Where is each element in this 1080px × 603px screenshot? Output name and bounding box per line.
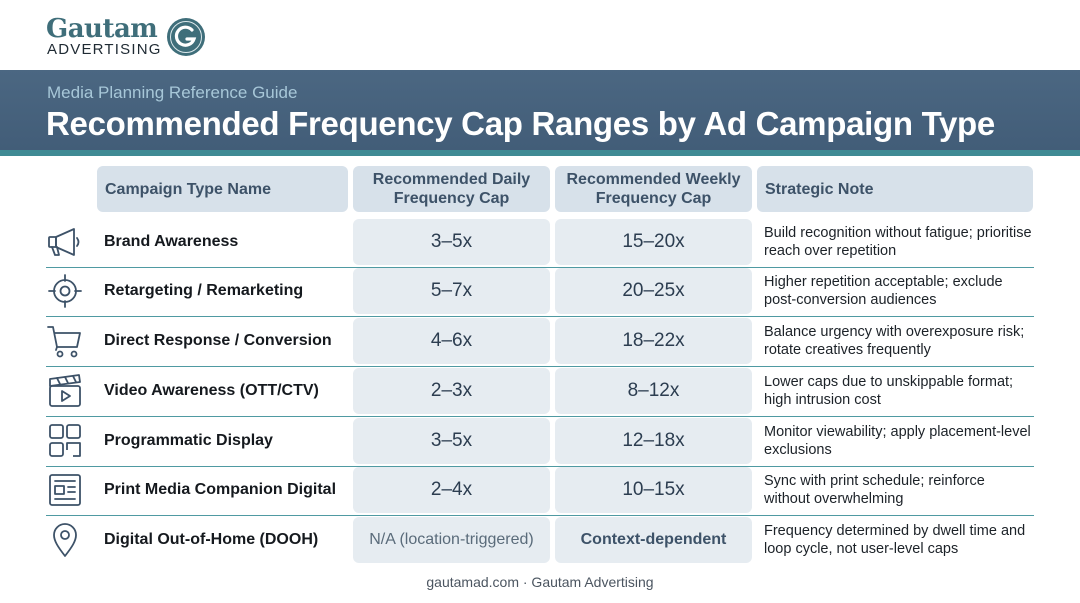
logo-wordmark: Gautam xyxy=(46,14,158,44)
row-weekly-cap: 8–12x xyxy=(555,368,752,414)
newspaper-icon xyxy=(46,472,84,508)
table-row: Video Awareness (OTT/CTV) 2–3x 8–12x Low… xyxy=(46,368,1034,417)
row-strategic-note: Lower caps due to unskippable format; hi… xyxy=(764,374,1014,408)
row-divider xyxy=(46,316,1034,317)
column-header-daily: Recommended Daily Frequency Cap xyxy=(353,166,550,212)
row-divider xyxy=(46,515,1034,516)
row-campaign-name: Print Media Companion Digital xyxy=(104,481,337,498)
row-divider xyxy=(46,267,1034,268)
column-header-weekly: Recommended Weekly Frequency Cap xyxy=(555,166,752,212)
row-campaign-name: Direct Response / Conversion xyxy=(104,332,332,349)
row-strategic-note: Sync with print schedule; reinforce with… xyxy=(764,473,985,507)
company-logo: Gautam ADVERTISING xyxy=(46,14,216,62)
row-daily-cap: 2–3x xyxy=(353,368,550,414)
row-campaign-name: Programmatic Display xyxy=(104,432,273,449)
row-weekly-cap: 20–25x xyxy=(555,268,752,314)
table-row: Direct Response / Conversion 4–6x 18–22x… xyxy=(46,318,1034,367)
logo-mark-icon xyxy=(167,18,205,56)
table-row: Digital Out-of-Home (DOOH) N/A (location… xyxy=(46,517,1034,563)
header-accent-bar xyxy=(0,150,1080,156)
row-daily-cap: 4–6x xyxy=(353,318,550,364)
row-weekly-cap: 10–15x xyxy=(555,467,752,513)
column-header-name: Campaign Type Name xyxy=(97,166,348,212)
row-weekly-cap: 18–22x xyxy=(555,318,752,364)
table-row: Print Media Companion Digital 2–4x 10–15… xyxy=(46,467,1034,516)
row-strategic-note: Balance urgency with overexposure risk; … xyxy=(764,324,1025,358)
row-strategic-note: Monitor viewability; apply placement-lev… xyxy=(764,424,1031,458)
table-row: Brand Awareness 3–5x 15–20x Build recogn… xyxy=(46,219,1034,268)
grid-icon xyxy=(46,423,84,459)
location-pin-icon xyxy=(46,522,84,558)
table-row: Programmatic Display 3–5x 12–18x Monitor… xyxy=(46,418,1034,467)
shopping-cart-icon xyxy=(46,323,84,359)
row-weekly-cap: Context-dependent xyxy=(555,517,752,563)
row-daily-cap: 3–5x xyxy=(353,418,550,464)
footer-credit: gautamad.com · Gautam Advertising xyxy=(426,574,654,590)
table-row: Retargeting / Remarketing 5–7x 20–25x Hi… xyxy=(46,268,1034,317)
row-divider xyxy=(46,466,1034,467)
row-divider xyxy=(46,416,1034,417)
logo-subline: ADVERTISING xyxy=(47,41,162,58)
row-weekly-cap: 12–18x xyxy=(555,418,752,464)
row-campaign-name: Retargeting / Remarketing xyxy=(104,282,304,299)
clapperboard-icon xyxy=(46,373,84,409)
row-strategic-note: Build recognition without fatigue; prior… xyxy=(764,225,1032,259)
column-header-note: Strategic Note xyxy=(757,166,1033,212)
row-daily-cap: N/A (location-triggered) xyxy=(353,517,550,563)
header-banner xyxy=(0,70,1080,150)
row-weekly-cap: 15–20x xyxy=(555,219,752,265)
row-divider xyxy=(46,366,1034,367)
row-daily-cap: 3–5x xyxy=(353,219,550,265)
row-strategic-note: Higher repetition acceptable; exclude po… xyxy=(764,274,1003,308)
row-daily-cap: 5–7x xyxy=(353,268,550,314)
row-campaign-name: Brand Awareness xyxy=(104,233,239,250)
row-campaign-name: Video Awareness (OTT/CTV) xyxy=(104,382,319,399)
row-campaign-name: Digital Out-of-Home (DOOH) xyxy=(104,531,319,548)
header-eyebrow: Media Planning Reference Guide xyxy=(47,83,298,102)
megaphone-icon xyxy=(46,224,84,260)
row-daily-cap: 2–4x xyxy=(353,467,550,513)
target-icon xyxy=(46,273,84,309)
page-title: Recommended Frequency Cap Ranges by Ad C… xyxy=(46,105,995,142)
row-strategic-note: Frequency determined by dwell time and l… xyxy=(764,523,1026,557)
